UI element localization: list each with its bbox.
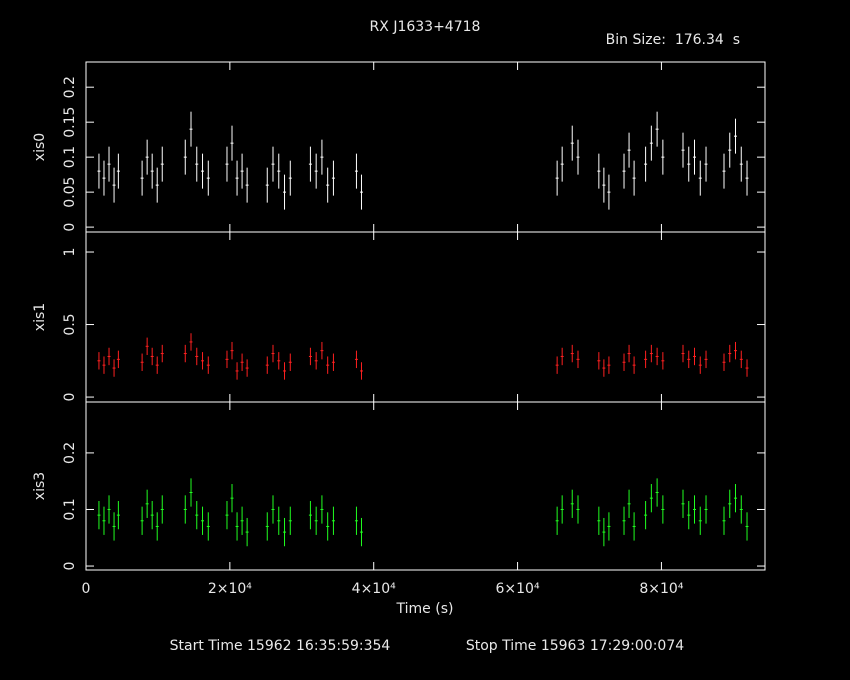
y-tick-label: 0.05 (62, 177, 78, 208)
y-axis-label: xis1 (32, 303, 48, 331)
x-tick-label: 4×10⁴ (352, 581, 396, 597)
y-axis-label: xis3 (32, 472, 48, 500)
start-time: Start Time 15962 16:35:59:354 (170, 638, 391, 654)
y-axis-label: xis0 (32, 133, 48, 161)
y-tick-label: 0.1 (62, 146, 78, 168)
y-tick-label: 1 (62, 248, 78, 257)
x-axis-label: Time (s) (396, 601, 454, 617)
y-tick-label: 0 (62, 393, 78, 402)
panel-frame (85, 401, 766, 571)
bin-size: Bin Size: 176.34 s (606, 32, 740, 48)
x-tick-label: 6×10⁴ (496, 581, 540, 597)
y-tick-label: 0.1 (62, 498, 78, 520)
y-tick-label: 0.2 (62, 76, 78, 98)
x-tick-label: 0 (82, 581, 91, 597)
y-tick-label: 0.2 (62, 442, 78, 464)
y-tick-label: 0.15 (62, 107, 78, 138)
y-tick-label: 0.5 (62, 313, 78, 335)
x-tick-label: 8×10⁴ (639, 581, 683, 597)
y-tick-label: 0 (62, 562, 78, 571)
stop-time: Stop Time 15963 17:29:00:074 (466, 638, 684, 654)
x-tick-label: 2×10⁴ (208, 581, 252, 597)
y-tick-label: 0 (62, 223, 78, 232)
chart-title: RX J1633+4718 (370, 19, 481, 35)
